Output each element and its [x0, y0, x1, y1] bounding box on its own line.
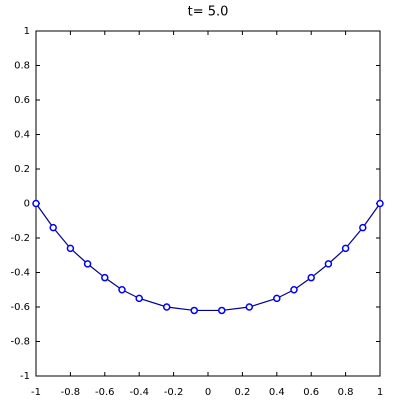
data-point	[118, 286, 126, 294]
x-tick-label: 0.8	[338, 387, 354, 398]
y-tick-label: 0.4	[14, 130, 30, 141]
data-point	[273, 294, 281, 303]
data-point	[32, 199, 40, 208]
y-tick-label: -1	[20, 371, 30, 382]
data-point	[83, 260, 92, 268]
y-tick-label: 0	[24, 199, 30, 210]
data-point	[376, 199, 384, 208]
y-tick-label: -0.2	[10, 233, 30, 244]
x-tick-label: 0.2	[234, 387, 250, 398]
x-tick-label: 0	[205, 387, 211, 398]
x-tick-label: 1	[377, 387, 383, 398]
data-point	[162, 303, 171, 311]
y-tick-label: 0.8	[14, 61, 30, 72]
x-tick-label: -0.4	[129, 387, 149, 398]
x-tick-label: 0.4	[269, 387, 285, 398]
data-point	[218, 306, 226, 315]
y-tick-label: -0.4	[10, 268, 30, 279]
y-tick-label: 0.2	[14, 164, 30, 175]
data-line	[35, 203, 381, 312]
data-point	[324, 260, 333, 268]
data-point	[341, 244, 350, 253]
x-tick-label: -0.2	[164, 387, 184, 398]
y-tick-label: 1	[24, 26, 30, 37]
data-point	[190, 306, 198, 315]
data-point	[49, 223, 57, 232]
x-tick-label: 0.6	[303, 387, 319, 398]
data-point	[66, 244, 75, 253]
data-point	[359, 223, 367, 232]
x-tick-label: -0.8	[61, 387, 81, 398]
data-point	[307, 273, 315, 282]
data-point	[245, 303, 254, 311]
x-tick-label: -0.6	[95, 387, 115, 398]
data-point	[101, 273, 109, 282]
x-tick-label: -1	[31, 387, 41, 398]
y-tick-label: -0.8	[10, 337, 30, 348]
chart-title: t= 5.0	[188, 5, 229, 20]
data-point	[290, 286, 298, 294]
y-tick-label: -0.6	[10, 302, 30, 313]
y-tick-label: 0.6	[14, 95, 30, 106]
data-point	[135, 294, 143, 303]
